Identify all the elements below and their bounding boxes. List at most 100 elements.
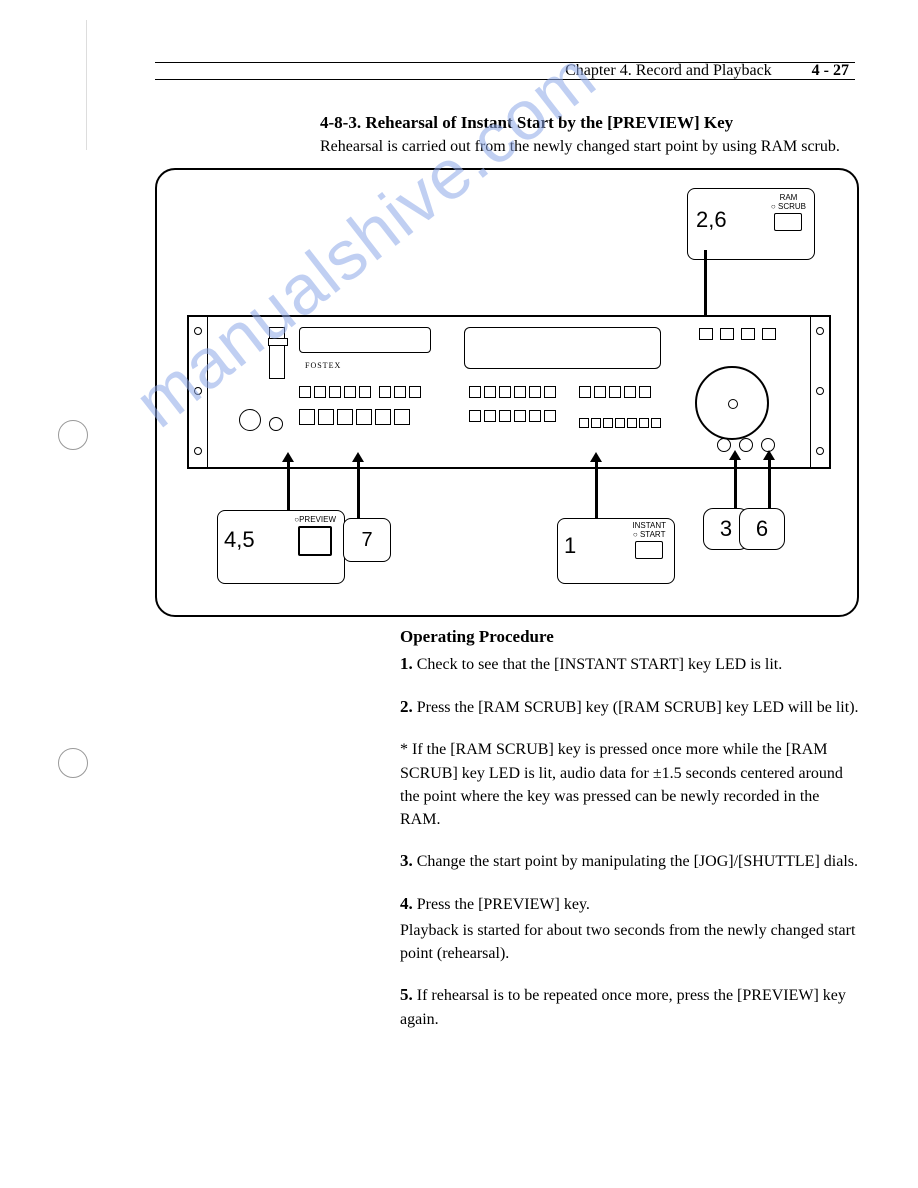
button-icon bbox=[356, 409, 372, 425]
procedure-step: 2. Press the [RAM SCRUB] key ([RAM SCRUB… bbox=[400, 695, 860, 720]
procedure-step-continuation: Playback is started for about two second… bbox=[400, 919, 860, 965]
screw-hole-icon bbox=[194, 327, 202, 335]
callout-instant-start: 1 INSTANT ○ START bbox=[557, 518, 675, 584]
punch-hole-icon bbox=[58, 420, 88, 450]
knob-icon bbox=[269, 417, 283, 431]
arrow-icon bbox=[734, 460, 737, 508]
callout-number: 7 bbox=[361, 529, 372, 552]
instant-start-key-icon: INSTANT ○ START bbox=[632, 521, 666, 559]
button-icon bbox=[720, 328, 734, 340]
button-icon bbox=[394, 409, 410, 425]
button-icon bbox=[394, 386, 406, 398]
button-grid bbox=[469, 385, 559, 399]
button-icon bbox=[318, 409, 334, 425]
screw-hole-icon bbox=[816, 387, 824, 395]
procedure-body: 1. Check to see that the [INSTANT START]… bbox=[400, 652, 860, 1049]
procedure-heading: Operating Procedure bbox=[400, 627, 554, 647]
page-header: Chapter 4. Record and Playback 4 - 27 bbox=[155, 62, 855, 80]
button-icon bbox=[499, 410, 511, 422]
knob-icon bbox=[739, 438, 753, 452]
callout-preview: 4,5 ○PREVIEW bbox=[217, 510, 345, 584]
procedure-step: 1. Check to see that the [INSTANT START]… bbox=[400, 652, 860, 677]
button-icon bbox=[299, 409, 315, 425]
device-diagram-frame: 2,6 RAM ○ SCRUB FOSTEX bbox=[155, 168, 859, 617]
button-icon bbox=[299, 386, 311, 398]
button-icon bbox=[375, 409, 391, 425]
callout-six: 6 bbox=[739, 508, 785, 550]
procedure-step: 4. Press the [PREVIEW] key. bbox=[400, 892, 860, 917]
section-subtitle: Rehearsal is carried out from the newly … bbox=[320, 138, 840, 156]
ram-scrub-key-icon: RAM ○ SCRUB bbox=[771, 193, 806, 231]
callout-number: 2,6 bbox=[696, 207, 727, 233]
button-icon bbox=[627, 418, 637, 428]
button-icon bbox=[379, 386, 391, 398]
top-button-row bbox=[699, 327, 779, 345]
button-row bbox=[579, 415, 663, 429]
knob-group bbox=[239, 409, 287, 436]
button-icon bbox=[314, 386, 326, 398]
button-icon bbox=[544, 386, 556, 398]
power-slider-icon bbox=[269, 327, 285, 379]
screw-hole-icon bbox=[816, 327, 824, 335]
small-display-icon bbox=[299, 327, 431, 353]
button-icon bbox=[344, 386, 356, 398]
button-icon bbox=[514, 386, 526, 398]
button-icon bbox=[469, 410, 481, 422]
procedure-step: 3. Change the start point by manipulatin… bbox=[400, 849, 860, 874]
screw-hole-icon bbox=[194, 387, 202, 395]
button-icon bbox=[484, 410, 496, 422]
button-icon bbox=[594, 386, 606, 398]
button-row bbox=[299, 385, 374, 399]
transport-button-row bbox=[299, 409, 413, 423]
button-icon bbox=[699, 328, 713, 340]
button-icon bbox=[603, 418, 613, 428]
procedure-note: * If the [RAM SCRUB] key is pressed once… bbox=[400, 737, 860, 831]
button-icon bbox=[359, 386, 371, 398]
brand-label: FOSTEX bbox=[305, 361, 341, 370]
knob-icon bbox=[239, 409, 261, 431]
button-icon bbox=[615, 418, 625, 428]
callout-number: 1 bbox=[564, 533, 576, 559]
page: Chapter 4. Record and Playback 4 - 27 4-… bbox=[0, 0, 918, 1188]
button-icon bbox=[774, 213, 802, 231]
button-icon bbox=[499, 386, 511, 398]
screw-hole-icon bbox=[816, 447, 824, 455]
scan-margin-artifact bbox=[86, 20, 87, 150]
arrow-icon bbox=[287, 462, 290, 510]
button-icon bbox=[762, 328, 776, 340]
button-icon bbox=[469, 386, 481, 398]
button-icon bbox=[624, 386, 636, 398]
rack-unit: FOSTEX bbox=[187, 315, 831, 469]
button-icon bbox=[635, 541, 663, 559]
callout-number: 6 bbox=[756, 516, 768, 542]
button-icon bbox=[639, 386, 651, 398]
button-icon bbox=[329, 386, 341, 398]
preview-key-icon: ○PREVIEW bbox=[294, 515, 336, 556]
section-heading: 4-8-3. Rehearsal of Instant Start by the… bbox=[320, 113, 733, 133]
arrow-icon bbox=[595, 462, 598, 518]
button-icon bbox=[514, 410, 526, 422]
rack-front-panel: FOSTEX bbox=[209, 321, 809, 463]
arrow-icon bbox=[768, 460, 771, 508]
arrow-icon bbox=[357, 462, 360, 518]
chapter-title: Chapter 4. Record and Playback bbox=[565, 62, 772, 80]
button-row bbox=[579, 385, 654, 399]
button-icon bbox=[337, 409, 353, 425]
page-number: 4 - 27 bbox=[812, 62, 849, 80]
button-icon bbox=[484, 386, 496, 398]
punch-hole-icon bbox=[58, 748, 88, 778]
screw-hole-icon bbox=[194, 447, 202, 455]
callout-number: 4,5 bbox=[224, 527, 255, 553]
main-display-icon bbox=[464, 327, 661, 369]
button-icon bbox=[409, 386, 421, 398]
button-grid bbox=[469, 409, 559, 423]
button-icon bbox=[529, 386, 541, 398]
button-icon bbox=[639, 418, 649, 428]
callout-seven: 7 bbox=[343, 518, 391, 562]
rack-ear-left bbox=[189, 317, 208, 467]
rack-ear-right bbox=[810, 317, 829, 467]
button-icon bbox=[544, 410, 556, 422]
procedure-step: 5. If rehearsal is to be repeated once m… bbox=[400, 983, 860, 1031]
button-icon bbox=[529, 410, 541, 422]
button-icon bbox=[741, 328, 755, 340]
